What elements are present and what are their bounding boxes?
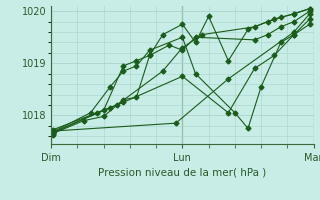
X-axis label: Pression niveau de la mer( hPa ): Pression niveau de la mer( hPa ): [98, 167, 267, 177]
